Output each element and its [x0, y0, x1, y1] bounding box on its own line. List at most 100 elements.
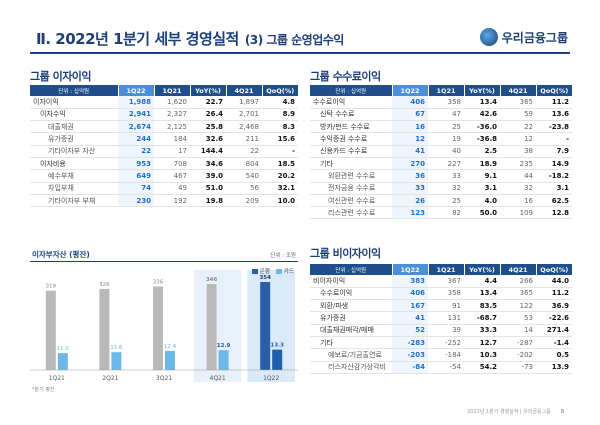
table-row: 전자금융 수수료 33 32 3.1 32 3.1: [310, 182, 572, 195]
column-header: 1Q21: [154, 85, 191, 96]
row-label: 이자수익: [30, 108, 118, 122]
row-label: 리스자산감가상각비: [310, 361, 392, 374]
cell-value: 59: [500, 108, 536, 122]
table-row: 이자수익 2,941 2,327 26.4 2,701 8.9: [30, 108, 298, 122]
cell-value: 62.5: [536, 194, 572, 208]
cell-value: -73: [500, 361, 536, 374]
row-label: 유가증권: [30, 132, 118, 146]
table-row: 수수료이익 406 358 13.4 365 11.2: [310, 96, 572, 109]
cell-value: 109: [500, 206, 536, 220]
nonint-table: 단위 : 십억원 1Q22 1Q21 YoY(%) 4Q21 QoQ(%) 비이자이익 383…: [310, 264, 572, 374]
cell-value: 52: [392, 324, 428, 337]
data-label-card-3Q21: 12.4: [164, 344, 177, 350]
bar-card-3Q21: [165, 350, 175, 370]
cell-value: 649: [118, 169, 154, 183]
x-tick-label: 1Q21: [49, 375, 65, 382]
row-label: 비이자이익: [310, 275, 392, 288]
cell-value: 540: [226, 169, 262, 183]
table-row: 기타이자부 자산 22 17 144.4 22-: [30, 145, 298, 158]
cell-value: 19.8: [190, 194, 226, 208]
table-row: 수수료이익 406 358 13.4 365 11.2: [310, 287, 572, 301]
table-row: 예보료/기금출연료 -203 -184 10.3 -202 0.5: [310, 348, 572, 362]
cell-value: 16: [500, 194, 536, 208]
cell-value: -202: [500, 348, 536, 362]
cell-value: 22.7: [190, 96, 226, 109]
cell-value: 953: [118, 157, 154, 171]
cell-value: 33.3: [464, 324, 500, 337]
cell-value: 22: [226, 145, 262, 158]
data-label-bank-3Q21: 336: [153, 279, 164, 285]
row-label: 수익증권 수수료: [310, 132, 392, 146]
cell-value: 209: [226, 194, 262, 208]
cell-value: 11.2: [536, 96, 572, 109]
column-header: 1Q21: [428, 85, 465, 96]
table-row: 기타이자부 부채 230 192 19.8 209 10.0: [30, 194, 298, 208]
cell-value: 33: [392, 182, 428, 195]
legend-item-bank: 은행: [251, 267, 270, 275]
cell-value: 32.6: [190, 132, 226, 146]
cell-value: 184: [154, 132, 190, 146]
cell-value: 235: [500, 157, 536, 171]
cell-value: 14.9: [536, 157, 572, 171]
cell-value: 44: [500, 169, 536, 183]
table-row: 기타 270 227 18.9 235 14.9: [310, 157, 572, 171]
cell-value: 4.8: [262, 96, 298, 109]
cell-value: 3.1: [464, 182, 500, 195]
cell-value: 367: [428, 275, 464, 288]
row-label: 기타: [310, 157, 392, 171]
row-label: 대출채권매각/매매: [310, 324, 392, 337]
cell-value: -203: [392, 348, 428, 362]
column-header: 1Q21: [428, 264, 465, 275]
data-label-card-2Q21: 11.6: [110, 345, 123, 351]
table-row: 리스자산감가상각비 -84 -54 54.2 -73 13.9: [310, 361, 572, 374]
cell-value: 54.2: [464, 361, 500, 374]
cell-value: 12.7: [464, 336, 500, 350]
page-title: Ⅱ. 2022년 1분기 세부 경영실적 (3) 그룹 순영업수익: [36, 28, 344, 49]
cell-value: 1,988: [118, 96, 154, 109]
unit-label: 단위 : 십억원: [310, 85, 393, 96]
row-label: 기타이자부 자산: [30, 145, 118, 158]
cell-value: 230: [118, 194, 154, 208]
table-row: 외환/파생 167 91 83.5 122 36.9: [310, 299, 572, 313]
bar-card-1Q22: [272, 349, 283, 370]
x-tick-label: 3Q21: [156, 375, 172, 382]
cell-value: 270: [392, 157, 428, 171]
cell-value: 131: [428, 311, 464, 325]
cell-value: 2,327: [154, 108, 190, 122]
cell-value: -287: [500, 336, 536, 350]
cell-value: 4.0: [464, 194, 500, 208]
cell-value: 10.0: [262, 194, 298, 208]
bar-card-4Q21: [218, 350, 229, 370]
cell-value: 266: [500, 275, 536, 288]
cell-value: 19: [428, 132, 464, 146]
nonint-section-title: 그룹 비이자이익: [310, 247, 381, 260]
table-row: 예수부채 649 467 39.0 540 20.2: [30, 169, 298, 183]
cell-value: 1,897: [226, 96, 262, 109]
cell-value: 8.9: [262, 108, 298, 122]
cell-value: 2,468: [226, 120, 262, 134]
bar-card-1Q21: [57, 353, 68, 370]
cell-value: -: [536, 132, 572, 146]
bar-bank-2Q21: [99, 288, 110, 370]
title-divider: [30, 52, 570, 54]
cell-value: 40: [428, 145, 464, 158]
cell-value: 406: [392, 96, 428, 109]
cell-value: 804: [226, 157, 262, 171]
column-header: QoQ(%): [262, 85, 298, 96]
cell-value: 10.3: [464, 348, 500, 362]
cell-value: 167: [392, 299, 428, 313]
row-label: 대출채권: [30, 120, 118, 134]
cell-value: -22.6: [536, 311, 572, 325]
cell-value: 11.2: [536, 287, 572, 301]
cell-value: 17: [154, 145, 190, 158]
cell-value: 12: [500, 132, 536, 146]
table-row: 여신관련 수수료 26 25 4.0 16 62.5: [310, 194, 572, 208]
logo-text: 우리금융그룹: [501, 30, 568, 45]
cell-value: 358: [428, 287, 464, 301]
table-header-row: 단위 : 십억원 1Q22 1Q21 YoY(%) 4Q21 QoQ(%): [310, 85, 572, 96]
column-header: YoY(%): [464, 85, 501, 96]
table-row: 신탁 수수료 67 47 42.6 59 13.6: [310, 108, 572, 122]
row-label: 외환/파생: [310, 299, 392, 313]
table-row: 신용카드 수수료 41 40 2.5 38 7.9: [310, 145, 572, 158]
data-label-bank-1Q22: 354: [259, 275, 271, 281]
